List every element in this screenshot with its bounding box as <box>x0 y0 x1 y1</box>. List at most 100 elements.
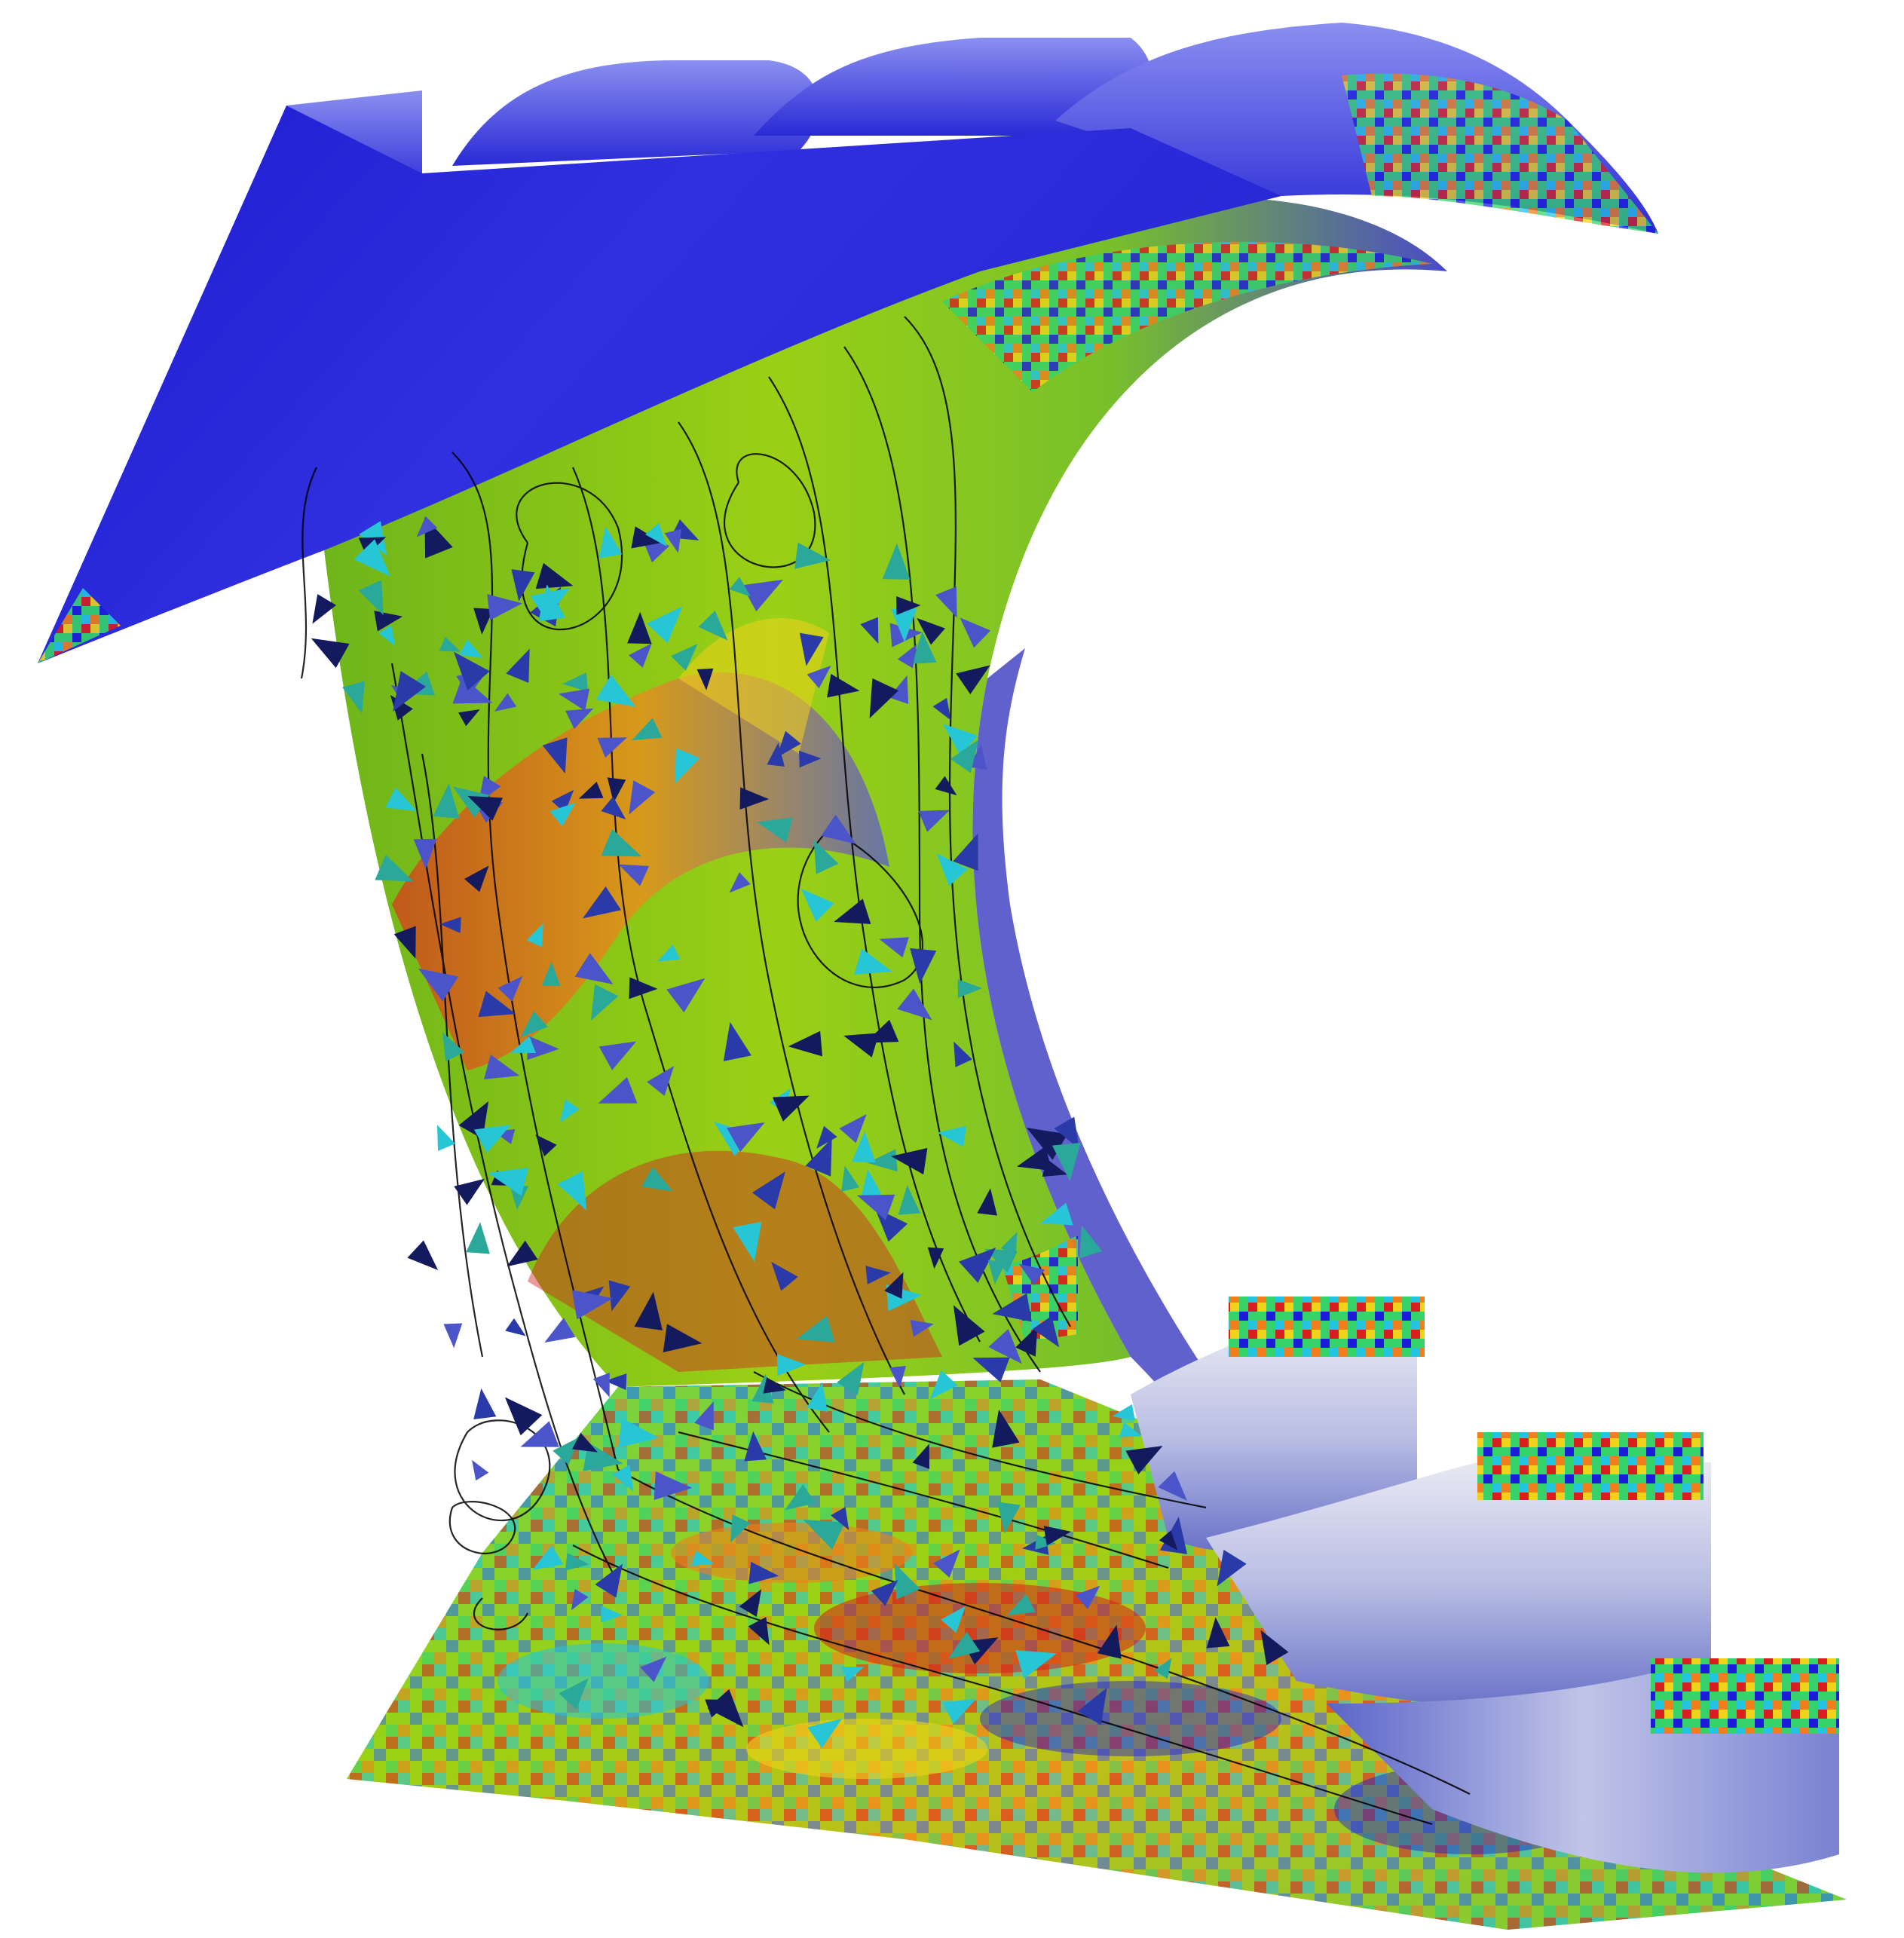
flow-glyph <box>1260 1630 1289 1666</box>
flow-glyph <box>871 1580 898 1606</box>
flow-glyph <box>557 1171 587 1211</box>
flow-glyph <box>771 1261 798 1291</box>
flow-glyph <box>891 1148 928 1175</box>
flow-glyph <box>860 617 879 644</box>
flow-glyph <box>879 937 909 958</box>
flow-glyph <box>707 1688 744 1728</box>
flow-glyph <box>538 584 566 622</box>
flow-glyph <box>664 528 682 553</box>
flow-glyph <box>744 1431 767 1462</box>
flow-glyph <box>541 961 561 987</box>
flow-glyph <box>992 1409 1020 1448</box>
flow-glyph <box>458 709 480 727</box>
flow-glyph <box>1035 1534 1056 1550</box>
flow-glyph <box>601 828 642 857</box>
flow-glyph <box>1159 1530 1178 1551</box>
flow-glyph <box>843 1033 880 1058</box>
flow-glyph <box>618 864 650 886</box>
flow-glyph <box>504 1397 543 1436</box>
flow-glyph <box>776 730 801 758</box>
flow-glyph <box>442 1032 465 1062</box>
flow-glyph <box>571 1290 614 1320</box>
flow-glyph <box>918 810 950 832</box>
flow-glyph <box>729 872 751 893</box>
flow-glyph <box>803 1519 845 1550</box>
flow-glyph <box>1206 1617 1230 1649</box>
flow-glyph <box>1042 1159 1068 1177</box>
flow-glyph <box>1015 1650 1058 1679</box>
flow-glyph <box>374 611 403 632</box>
flow-glyph <box>527 1035 559 1061</box>
flow-glyph <box>1043 1526 1071 1546</box>
flow-glyph <box>666 978 706 1013</box>
flow-glyph <box>950 739 979 773</box>
flow-glyph <box>544 1318 576 1343</box>
flow-glyph <box>416 516 438 537</box>
flow-glyph <box>598 1076 638 1104</box>
flow-glyph <box>627 611 652 644</box>
flow-glyph <box>526 923 543 948</box>
flow-glyph <box>698 611 728 641</box>
flow-glyph <box>807 665 831 689</box>
flow-glyph <box>799 632 824 666</box>
flow-glyph <box>483 1054 520 1079</box>
flow-glyph <box>1051 1143 1081 1181</box>
flow-glyph <box>488 1168 528 1196</box>
flow-glyph <box>800 888 834 922</box>
flow-glyph <box>578 782 604 799</box>
flow-glyph <box>645 522 667 547</box>
flow-glyph <box>777 1354 807 1376</box>
flow-glyph <box>452 786 490 818</box>
flow-glyph <box>354 539 390 577</box>
flow-glyph <box>959 1247 996 1283</box>
flow-glyph <box>629 643 652 668</box>
flow-glyph <box>612 1465 634 1492</box>
flow-glyph <box>788 1030 822 1057</box>
flow-glyph <box>592 1373 610 1398</box>
flow-glyph <box>929 1370 958 1400</box>
flow-glyph <box>1079 1225 1103 1259</box>
pipe-opening-3 <box>1651 1658 1839 1734</box>
flow-glyph <box>1007 1594 1036 1615</box>
flow-glyph <box>385 787 417 811</box>
flow-glyph <box>520 1011 548 1038</box>
flow-glyph <box>953 1305 985 1346</box>
flow-glyph <box>910 948 937 984</box>
flow-glyph <box>1017 1146 1052 1171</box>
flow-glyph <box>598 1041 637 1070</box>
flow-glyph <box>937 1125 966 1147</box>
flow-glyph <box>647 1066 675 1096</box>
flow-glyph <box>478 990 516 1018</box>
flow-glyph <box>799 750 822 768</box>
flow-glyph <box>942 1698 977 1724</box>
flow-glyph <box>663 1324 703 1353</box>
flow-glyph <box>634 1291 663 1330</box>
flow-glyph <box>473 1125 511 1153</box>
flow-glyph <box>1158 1471 1187 1501</box>
flow-glyph <box>559 1678 589 1710</box>
flow-glyph <box>912 1444 930 1469</box>
flow-glyph <box>1032 1315 1060 1348</box>
flow-glyph <box>535 1134 557 1157</box>
flow-glyph <box>729 577 751 597</box>
flow-glyph <box>608 1280 631 1312</box>
flow-glyph <box>597 737 627 758</box>
flow-glyph <box>629 977 658 1000</box>
flow-glyph <box>464 865 489 892</box>
flow-glyph <box>574 953 614 984</box>
flow-glyph <box>884 1272 904 1299</box>
flow-glyph <box>992 1293 1032 1322</box>
flow-glyph <box>733 1221 762 1263</box>
flow-glyph <box>595 675 636 707</box>
flow-glyph <box>767 742 785 767</box>
flow-glyph <box>897 988 932 1021</box>
flow-glyph <box>794 542 831 569</box>
flow-glyph <box>1097 1624 1122 1659</box>
flow-glyph <box>506 648 530 684</box>
flow-glyph <box>454 1178 485 1205</box>
flow-glyph <box>968 744 987 770</box>
flow-glyph <box>942 724 978 756</box>
flow-glyph <box>439 917 461 933</box>
